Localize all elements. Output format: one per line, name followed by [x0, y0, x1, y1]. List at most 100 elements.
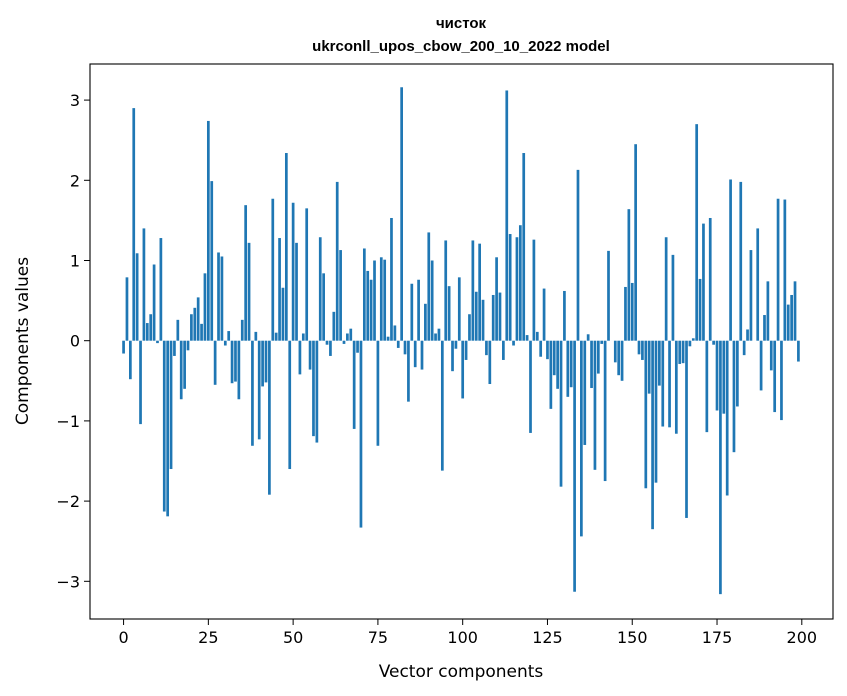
- bar-88: [420, 340, 424, 370]
- x-tick-label-150: 150: [617, 628, 648, 647]
- bar-35: [240, 319, 244, 341]
- bar-21: [193, 307, 197, 341]
- x-tick-label-200: 200: [787, 628, 818, 647]
- bar-19: [186, 340, 190, 351]
- bar-70: [359, 340, 363, 528]
- bar-106: [481, 299, 485, 341]
- bar-7: [145, 323, 149, 341]
- chart-title-line-2: ukrconll_upos_cbow_200_10_2022 model: [312, 38, 610, 55]
- bar-31: [227, 331, 231, 341]
- bar-178: [725, 340, 729, 496]
- bar-142: [603, 340, 607, 482]
- bar-46: [278, 238, 281, 341]
- bar-179: [729, 179, 732, 341]
- bar-55: [308, 340, 312, 370]
- bar-155: [647, 340, 651, 394]
- bar-191: [769, 340, 773, 371]
- bar-24: [203, 273, 207, 341]
- x-tick-label-100: 100: [447, 628, 478, 647]
- bar-9: [152, 264, 156, 341]
- bar-56: [312, 340, 315, 437]
- bar-130: [563, 290, 566, 341]
- bar-89: [424, 303, 427, 341]
- bar-124: [542, 288, 546, 341]
- bar-12: [162, 340, 166, 512]
- y-tick-label-3: 3: [70, 91, 80, 110]
- bar-146: [617, 340, 621, 376]
- bar-159: [661, 340, 665, 427]
- bar-27: [213, 340, 217, 385]
- bar-141: [600, 340, 604, 344]
- bar-115: [512, 340, 515, 346]
- bar-157: [654, 340, 658, 483]
- bar-90: [427, 232, 431, 341]
- bar-74: [373, 260, 376, 341]
- y-axis-label: Components values: [13, 257, 33, 425]
- bar-72: [366, 270, 370, 341]
- bar-121: [532, 239, 536, 341]
- bar-110: [495, 257, 498, 341]
- bar-104: [474, 291, 478, 341]
- bar-92: [434, 333, 437, 341]
- bar-190: [766, 281, 770, 341]
- x-axis-label: Vector components: [379, 662, 544, 682]
- bar-14: [169, 340, 173, 470]
- bar-73: [369, 279, 373, 341]
- bar-0: [122, 340, 125, 354]
- bar-173: [708, 217, 712, 341]
- bar-22: [196, 297, 200, 341]
- y-tick-label-1: 1: [70, 251, 80, 270]
- bar-53: [301, 333, 305, 341]
- bar-60: [325, 340, 329, 345]
- bar-26: [210, 181, 214, 341]
- bar-98: [454, 340, 458, 349]
- bar-43: [268, 340, 271, 495]
- bar-105: [478, 243, 481, 341]
- bar-86: [413, 340, 417, 368]
- bar-102: [468, 314, 471, 341]
- bar-96: [447, 286, 451, 341]
- bar-170: [698, 278, 702, 341]
- bar-18: [183, 340, 186, 389]
- bar-79: [390, 217, 393, 341]
- bar-161: [668, 340, 671, 428]
- bar-97: [451, 340, 454, 372]
- bar-41: [261, 340, 264, 387]
- bar-82: [400, 87, 403, 341]
- bar-192: [773, 340, 777, 413]
- bar-1: [125, 277, 129, 341]
- x-tick-label-125: 125: [532, 628, 563, 647]
- bar-49: [288, 340, 292, 470]
- bar-78: [386, 336, 390, 341]
- bar-69: [356, 340, 359, 353]
- bar-29: [220, 256, 224, 341]
- bar-143: [607, 250, 610, 341]
- bar-10: [156, 340, 159, 344]
- bar-93: [437, 328, 441, 341]
- bar-177: [722, 340, 726, 414]
- bar-68: [352, 340, 356, 429]
- bar-162: [671, 254, 675, 341]
- x-tick-label-0: 0: [118, 628, 128, 647]
- bar-140: [596, 340, 600, 374]
- bar-183: [742, 340, 746, 356]
- bar-13: [166, 340, 170, 517]
- bar-145: [613, 340, 617, 363]
- bar-185: [749, 250, 753, 341]
- bar-28: [217, 252, 220, 341]
- bar-125: [546, 340, 549, 360]
- bar-95: [444, 240, 448, 341]
- bar-156: [651, 340, 654, 530]
- bar-169: [695, 124, 699, 341]
- bar-52: [298, 340, 302, 375]
- bar-34: [237, 340, 241, 400]
- bar-38: [251, 340, 254, 446]
- bar-126: [549, 340, 553, 409]
- bar-87: [417, 279, 420, 341]
- bar-36: [244, 205, 248, 341]
- bar-63: [335, 181, 339, 341]
- bar-91: [430, 260, 434, 341]
- bar-158: [658, 340, 661, 386]
- bar-44: [271, 198, 275, 341]
